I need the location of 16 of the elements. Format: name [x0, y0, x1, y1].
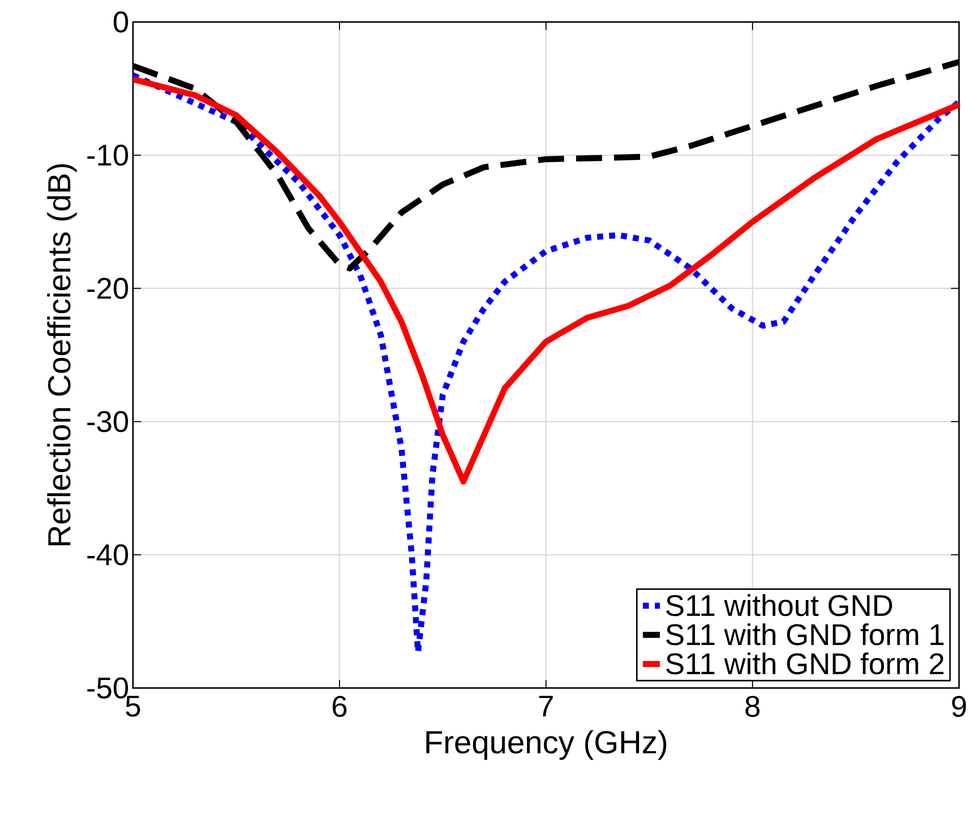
y-tick-label: 0 — [114, 11, 128, 33]
y-axis-title: Reflection Coefficients (dB) — [47, 164, 77, 546]
x-tick-label: 6 — [332, 696, 347, 717]
x-axis-title: Frequency (GHz) — [426, 730, 666, 760]
legend-label: S11 with GND form 2 — [666, 652, 944, 674]
x-tick-label: 9 — [952, 696, 966, 717]
legend-label: S11 without GND — [666, 594, 892, 616]
y-tick-label: -10 — [87, 144, 128, 166]
legend-label: S11 with GND form 1 — [666, 623, 944, 646]
y-tick-label: -20 — [87, 278, 128, 299]
y-tick-label: -30 — [87, 411, 128, 432]
x-tick-label: 7 — [539, 696, 553, 716]
x-tick-label: 5 — [126, 696, 140, 717]
y-tick-label: -50 — [87, 677, 128, 699]
x-tick-label: 8 — [745, 696, 760, 717]
y-tick-label: -40 — [87, 544, 128, 566]
